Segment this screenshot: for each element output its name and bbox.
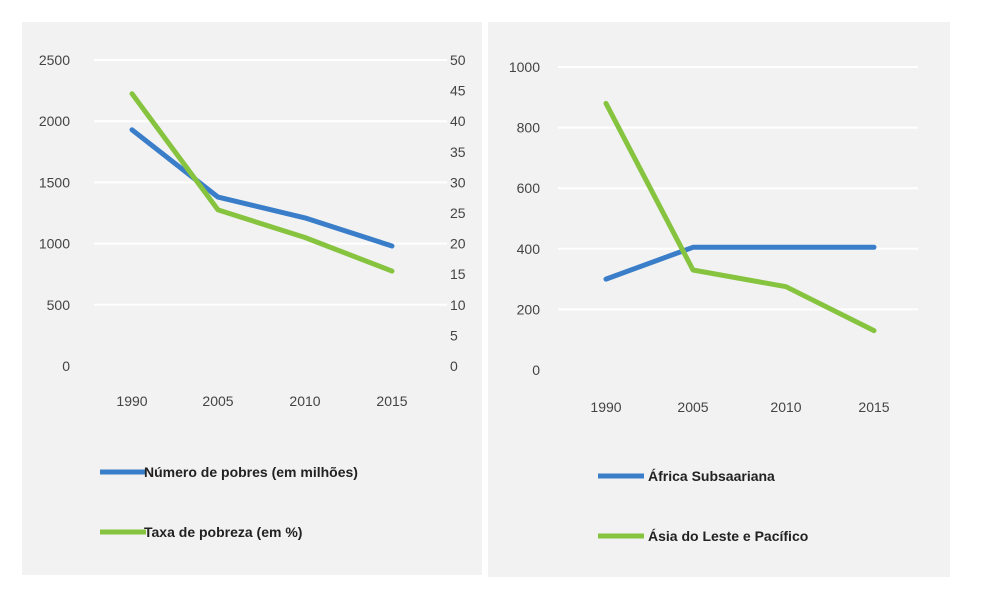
y-tick-label: 1000 (509, 59, 540, 75)
x-tick-label: 1990 (590, 399, 621, 415)
gridlines (94, 59, 447, 306)
chart-right-panel: 0 200 400 600 800 1000 1990 2005 2010 2015 África … (488, 22, 950, 577)
y-left-tick-label: 500 (47, 297, 71, 313)
series-line (603, 100, 877, 334)
y-right-tick-label: 35 (450, 144, 466, 160)
y-tick-label: 0 (532, 362, 540, 378)
y-tick-label: 200 (517, 301, 541, 317)
y-right-tick-label: 50 (450, 52, 466, 68)
y-right-tick-label: 30 (450, 174, 466, 190)
y-right-tick-label: 40 (450, 113, 466, 129)
y-left-tick-label: 0 (62, 358, 70, 374)
chart-right: 0 200 400 600 800 1000 1990 2005 2010 2015 África … (509, 59, 918, 544)
y-left-tick-label: 1500 (39, 174, 70, 190)
y-left-tick-label: 1000 (39, 236, 70, 252)
x-tick-label: 1990 (116, 393, 147, 409)
y-right-tick-label: 5 (450, 327, 458, 343)
x-tick-label: 2010 (289, 393, 320, 409)
x-tick-label: 2005 (677, 399, 708, 415)
legend-label: Taxa de pobreza (em %) (144, 524, 302, 540)
y-left-tick-label: 2000 (39, 113, 70, 129)
series-line (603, 244, 877, 282)
legend-label: Número de pobres (em milhões) (144, 464, 358, 480)
y-tick-label: 600 (517, 180, 541, 196)
x-tick-label: 2015 (376, 393, 407, 409)
y-tick-label: 400 (517, 241, 541, 257)
y-right-tick-label: 0 (450, 358, 458, 374)
chart-left: 0 500 1000 1500 2000 2500 0 5 10 15 20 25 30 35 40 45 50… (39, 52, 466, 540)
series-line (129, 127, 395, 249)
y-tick-label: 800 (517, 120, 541, 136)
chart-left-panel: 0 500 1000 1500 2000 2500 0 5 10 15 20 25 30 35 40 45 50… (22, 22, 482, 575)
y-right-tick-label: 25 (450, 205, 466, 221)
x-tick-label: 2005 (202, 393, 233, 409)
y-right-tick-label: 20 (450, 236, 466, 252)
legend-label: Ásia do Leste e Pacífico (648, 528, 808, 544)
gridlines (558, 66, 918, 311)
x-tick-label: 2015 (858, 399, 889, 415)
legend-label: África Subsaariana (648, 468, 775, 484)
y-right-tick-label: 10 (450, 297, 466, 313)
y-left-tick-label: 2500 (39, 52, 70, 68)
series-line (129, 91, 395, 274)
y-right-tick-label: 15 (450, 266, 466, 282)
y-right-tick-label: 45 (450, 83, 466, 99)
x-tick-label: 2010 (770, 399, 801, 415)
